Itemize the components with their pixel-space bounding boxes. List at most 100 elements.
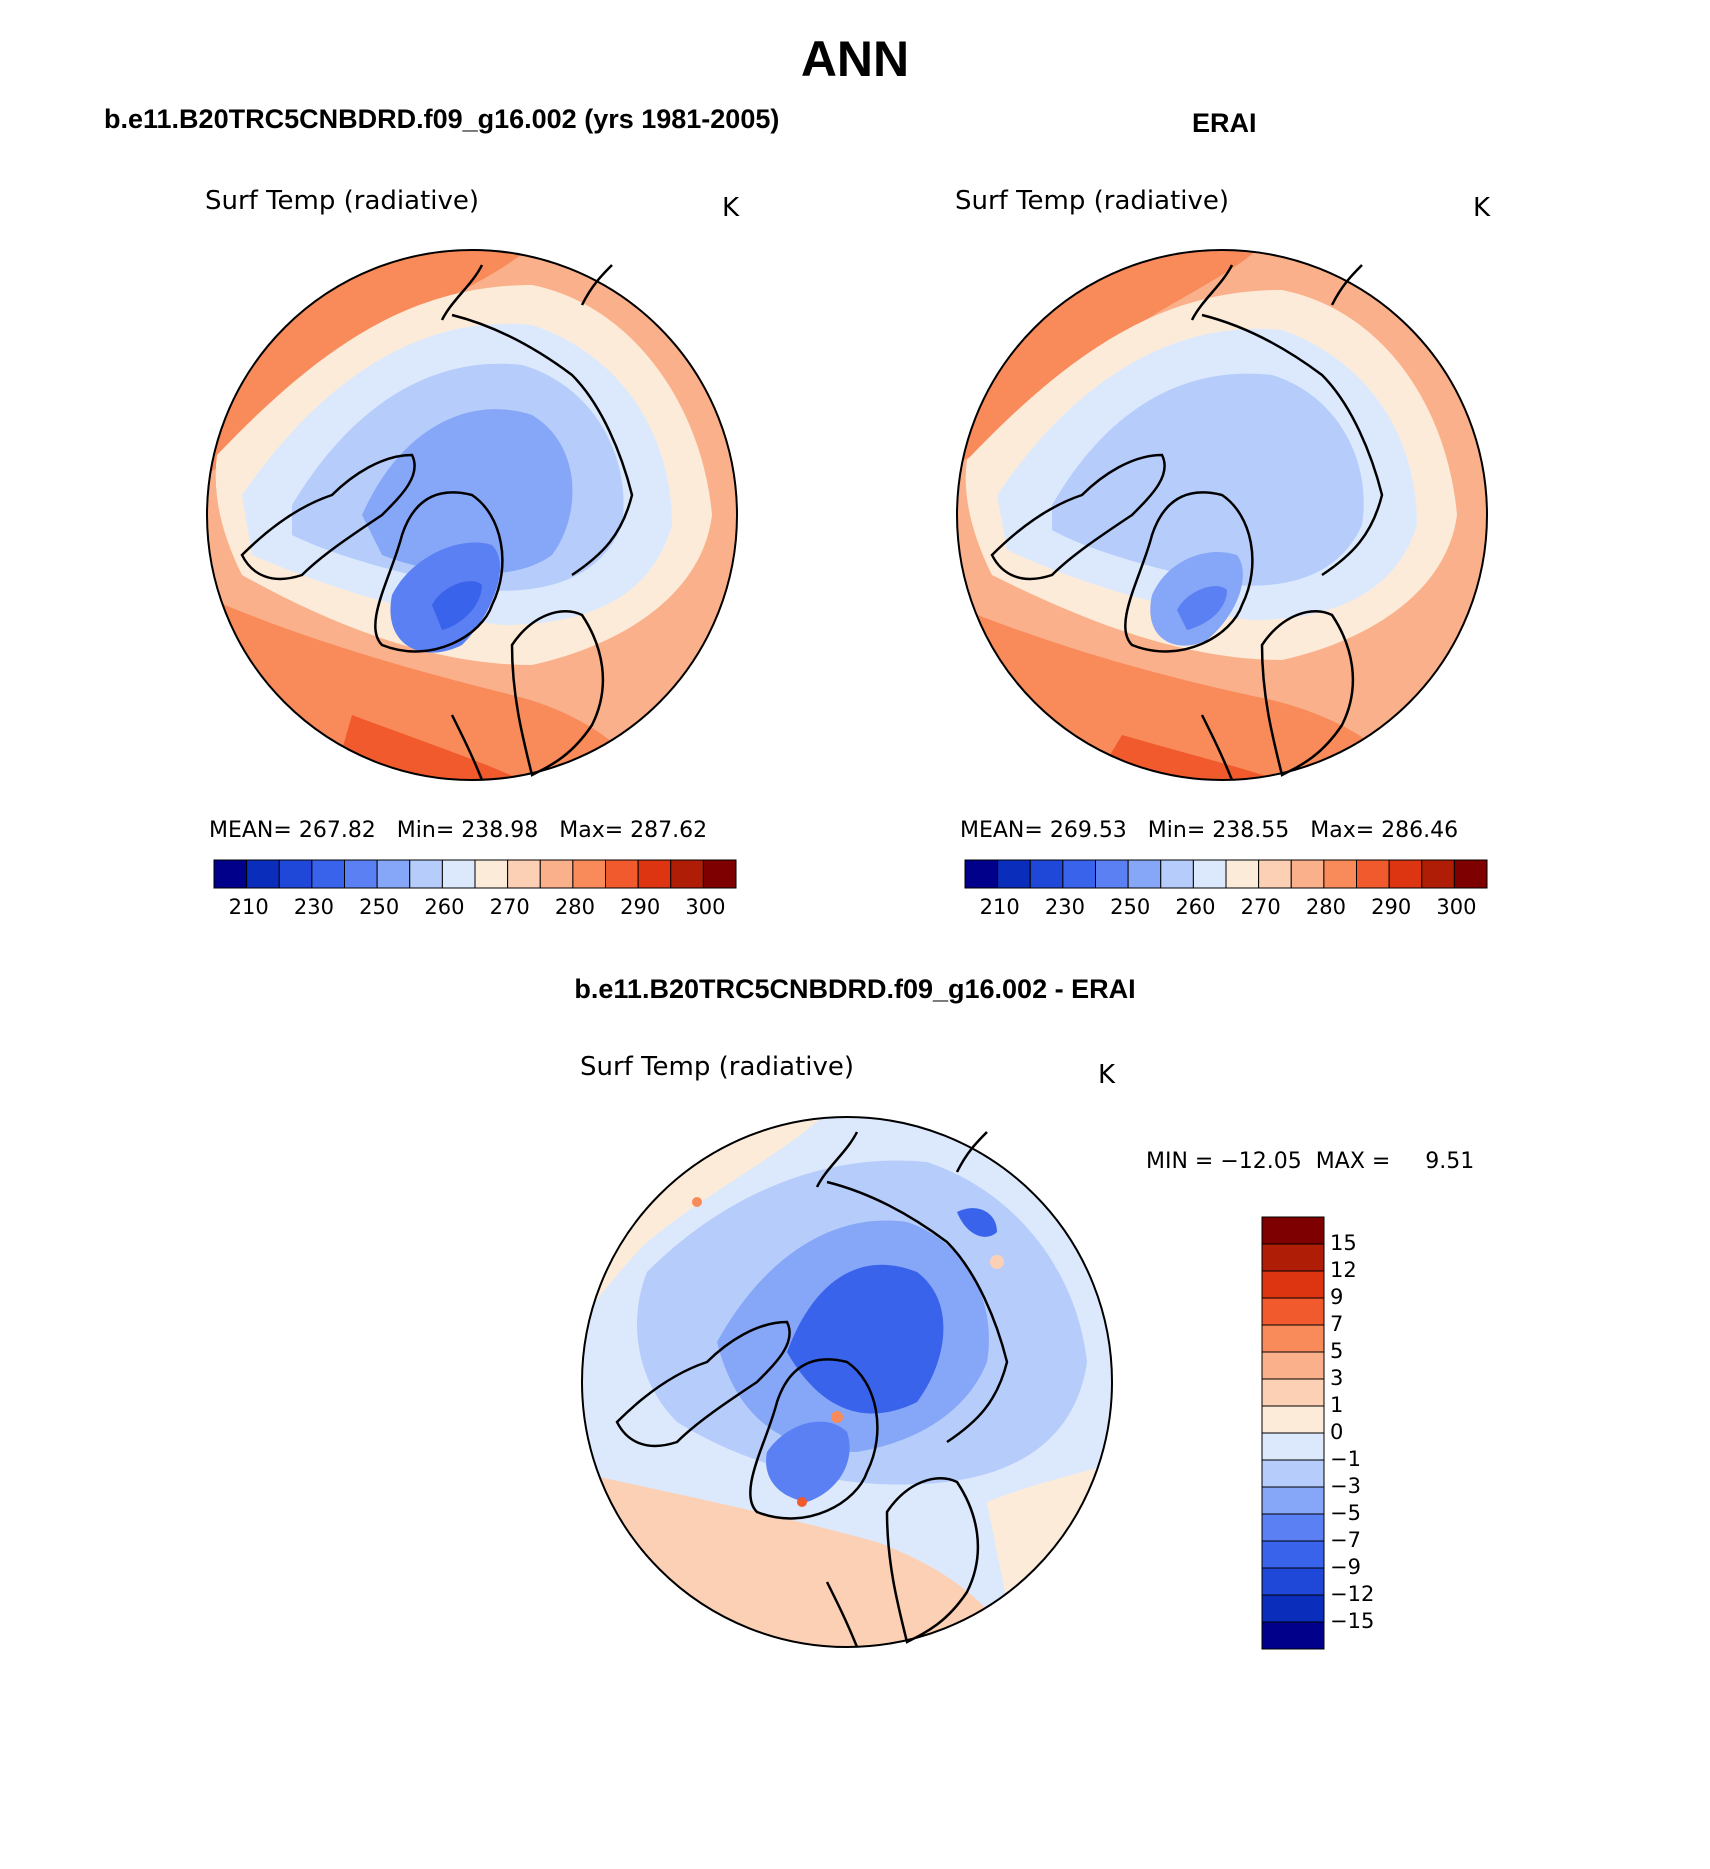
polar-map-obs <box>956 249 1488 781</box>
colorbar-tick-label: 250 <box>1110 895 1151 919</box>
colorbar-swatch <box>1261 1459 1325 1488</box>
colorbar-swatch <box>1261 1405 1325 1434</box>
colorbar-tick-label: −15 <box>1330 1609 1375 1633</box>
variable-label-obs: Surf Temp (radiative) <box>955 186 1230 216</box>
colorbar-model <box>213 859 737 889</box>
polar-map-model <box>206 249 738 781</box>
colorbar-tick-label: 7 <box>1330 1312 1344 1336</box>
colorbar-swatch <box>1261 1378 1325 1407</box>
colorbar-swatch <box>1261 1432 1325 1461</box>
map-border <box>956 249 1488 781</box>
min-value: 238.98 <box>461 818 539 843</box>
colorbar-swatch <box>1261 1351 1325 1380</box>
colorbar-swatch <box>1421 859 1455 889</box>
colorbar-tick-label: 230 <box>1044 895 1085 919</box>
colorbar-swatch <box>344 859 378 889</box>
colorbar-swatch <box>1261 1621 1325 1650</box>
colorbar-tick-label: 280 <box>1305 895 1346 919</box>
min-value: −12.05 <box>1220 1149 1302 1174</box>
colorbar-tick-label: −3 <box>1330 1474 1361 1498</box>
colorbar-obs <box>964 859 1488 889</box>
colorbar-swatch <box>1388 859 1423 889</box>
min-label: Min= <box>1147 818 1206 843</box>
colorbar-swatch <box>1261 1513 1325 1542</box>
colorbar-swatch <box>311 859 346 889</box>
colorbar-swatch <box>1261 1594 1325 1623</box>
colorbar-swatch <box>1261 1216 1325 1245</box>
colorbar-tick-label: 3 <box>1330 1366 1344 1390</box>
colorbar-tick-label: 270 <box>1240 895 1281 919</box>
colorbar-swatch <box>637 859 672 889</box>
colorbar-tick-label: 270 <box>489 895 530 919</box>
colorbar-tick-label: 0 <box>1330 1420 1344 1444</box>
colorbar-tick-label: −7 <box>1330 1528 1361 1552</box>
stats-model: MEAN= 267.82 Min= 238.98 Max= 287.62 <box>209 818 707 843</box>
colorbar-swatch <box>1323 859 1358 889</box>
colorbar-swatch <box>1453 859 1488 889</box>
colorbar-tick-label: 15 <box>1330 1231 1357 1255</box>
colorbar-swatch <box>507 859 541 889</box>
colorbar-tick-label: 9 <box>1330 1285 1344 1309</box>
colorbar-swatch <box>702 859 737 889</box>
colorbar-tick-label: 260 <box>1175 895 1216 919</box>
colorbar-swatch <box>213 859 248 889</box>
colorbar-swatch <box>1356 859 1390 889</box>
colorbar-swatch <box>1261 1270 1325 1299</box>
stats-diff: MIN = −12.05 MAX = 9.51 <box>1146 1149 1474 1174</box>
colorbar-diff-labels: 15 12 9 7 5 3 1 0 −1 −3 −5 −7 −9 −12 −15 <box>1330 1217 1450 1649</box>
colorbar-swatch <box>409 859 443 889</box>
colorbar-tick-label: −1 <box>1330 1447 1361 1471</box>
max-value: 9.51 <box>1425 1149 1475 1174</box>
mean-label: MEAN= <box>209 818 292 843</box>
colorbar-swatch <box>997 859 1031 889</box>
colorbar-tick-label: 250 <box>359 895 400 919</box>
panel-heading-diff: b.e11.B20TRC5CNBDRD.f09_g16.002 - ERAI <box>574 974 1136 1004</box>
colorbar-swatch <box>1261 1486 1325 1515</box>
variable-label-diff: Surf Temp (radiative) <box>580 1052 855 1082</box>
coastline <box>615 1131 1009 1648</box>
colorbar-swatch <box>1290 859 1325 889</box>
colorbar-swatch <box>572 859 607 889</box>
colorbar-swatch <box>1192 859 1227 889</box>
colorbar-tick-label: 210 <box>979 895 1020 919</box>
map-border <box>206 249 738 781</box>
colorbar-tick-label: −9 <box>1330 1555 1361 1579</box>
min-value: 238.55 <box>1212 818 1290 843</box>
colorbar-model-labels: 210 230 250 260 270 280 290 300 <box>214 895 736 925</box>
variable-label-model: Surf Temp (radiative) <box>205 186 480 216</box>
colorbar-tick-label: −5 <box>1330 1501 1361 1525</box>
figure-title: ANN <box>800 31 910 87</box>
colorbar-swatch <box>670 859 704 889</box>
colorbar-tick-label: 290 <box>620 895 661 919</box>
min-label: Min= <box>396 818 455 843</box>
max-value: 287.62 <box>630 818 708 843</box>
units-label-diff: K <box>1098 1060 1116 1090</box>
polar-map-diff <box>581 1116 1113 1648</box>
max-label: MAX = <box>1315 1149 1391 1174</box>
colorbar-swatch <box>1258 859 1292 889</box>
colorbar-swatch <box>1261 1324 1325 1353</box>
colorbar-swatch <box>1261 1297 1325 1326</box>
colorbar-tick-label: 260 <box>424 895 465 919</box>
colorbar-tick-label: 290 <box>1371 895 1412 919</box>
colorbar-swatch <box>441 859 476 889</box>
colorbar-swatch <box>1062 859 1097 889</box>
colorbar-swatch <box>376 859 411 889</box>
colorbar-swatch <box>278 859 313 889</box>
colorbar-swatch <box>1160 859 1194 889</box>
colorbar-swatch <box>964 859 999 889</box>
map-border <box>581 1116 1113 1648</box>
colorbar-swatch <box>1225 859 1260 889</box>
colorbar-swatch <box>605 859 639 889</box>
colorbar-tick-label: 1 <box>1330 1393 1344 1417</box>
colorbar-swatch <box>474 859 509 889</box>
colorbar-tick-label: 5 <box>1330 1339 1344 1363</box>
panel-heading-obs: ERAI <box>1192 108 1257 138</box>
colorbar-diff <box>1261 1216 1325 1650</box>
colorbar-obs-labels: 210 230 250 260 270 280 290 300 <box>965 895 1487 925</box>
colorbar-tick-label: 300 <box>685 895 726 919</box>
colorbar-tick-label: 12 <box>1330 1258 1357 1282</box>
coastline <box>240 264 634 781</box>
colorbar-tick-label: 210 <box>228 895 269 919</box>
colorbar-swatch <box>1261 1540 1325 1569</box>
